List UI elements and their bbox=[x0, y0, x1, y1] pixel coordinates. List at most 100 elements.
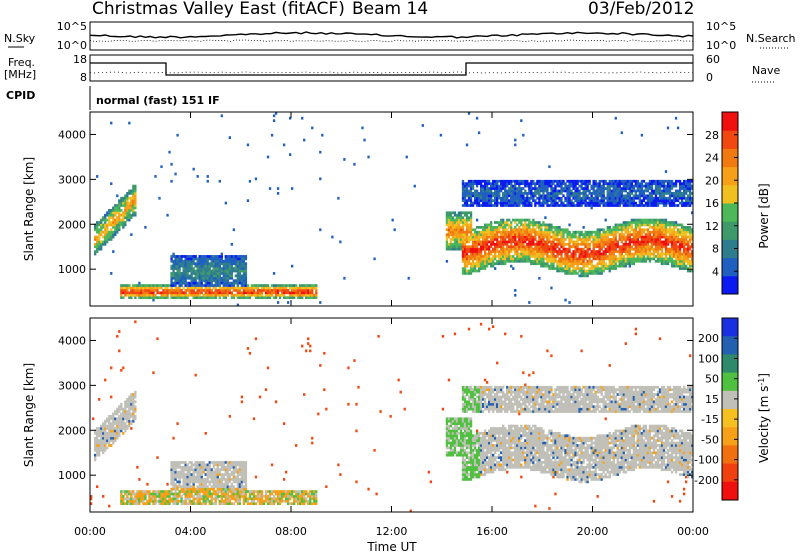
data-cell bbox=[542, 179, 545, 183]
data-cell bbox=[142, 492, 145, 496]
data-cell bbox=[510, 179, 513, 183]
data-cell bbox=[467, 230, 471, 234]
data-cell bbox=[200, 276, 203, 280]
data-cell bbox=[453, 247, 457, 251]
data-cell bbox=[200, 269, 203, 273]
data-cell bbox=[682, 196, 686, 200]
data-cell bbox=[489, 233, 493, 236]
data-cell bbox=[477, 240, 481, 244]
data-cell bbox=[280, 284, 284, 287]
data-cell bbox=[516, 242, 519, 246]
data-cell bbox=[532, 252, 535, 256]
data-cell bbox=[485, 235, 489, 239]
data-cell bbox=[116, 407, 119, 411]
data-cell bbox=[178, 276, 181, 280]
data-cell bbox=[626, 201, 629, 205]
data-cell bbox=[504, 225, 507, 229]
data-cell bbox=[467, 255, 471, 258]
data-cell bbox=[684, 240, 688, 244]
data-cell bbox=[682, 238, 686, 241]
data-cell bbox=[606, 184, 609, 188]
data-cell bbox=[566, 187, 569, 190]
data-cell bbox=[126, 497, 129, 501]
data-cell bbox=[508, 187, 511, 190]
data-cell bbox=[301, 296, 304, 300]
data-cell bbox=[658, 189, 662, 193]
data-cell bbox=[588, 245, 591, 249]
data-cell bbox=[463, 204, 467, 207]
data-cell bbox=[522, 252, 525, 256]
data-cell bbox=[473, 255, 477, 258]
data-cell bbox=[574, 182, 577, 186]
data-cell bbox=[524, 230, 527, 234]
data-cell bbox=[190, 259, 193, 263]
data-cell bbox=[524, 235, 527, 239]
data-cell bbox=[130, 422, 133, 425]
data-cell bbox=[608, 269, 611, 273]
data-cell bbox=[475, 269, 479, 273]
data-cell bbox=[128, 415, 131, 418]
data-cell bbox=[598, 189, 601, 193]
data-cell bbox=[520, 221, 523, 224]
data-cell bbox=[461, 250, 465, 253]
data-cell bbox=[620, 255, 623, 258]
data-cell bbox=[686, 179, 690, 183]
data-cell bbox=[112, 233, 115, 236]
data-cell bbox=[500, 189, 503, 193]
data-cell bbox=[256, 293, 260, 297]
data-cell bbox=[477, 194, 481, 198]
data-cell bbox=[473, 228, 477, 232]
data-cell bbox=[240, 274, 244, 278]
data-cell bbox=[632, 196, 636, 200]
data-cell bbox=[598, 262, 601, 266]
data-cell bbox=[104, 429, 107, 433]
data-cell bbox=[238, 257, 242, 261]
data-cell bbox=[122, 216, 125, 219]
data-cell bbox=[96, 230, 99, 234]
data-cell bbox=[288, 291, 292, 295]
data-cell bbox=[544, 257, 547, 261]
data-cell bbox=[518, 218, 521, 222]
data-cell bbox=[465, 216, 469, 219]
data-cell bbox=[564, 196, 567, 200]
data-cell bbox=[122, 415, 125, 418]
data-cell bbox=[660, 252, 664, 256]
data-cell bbox=[144, 502, 147, 506]
data-cell bbox=[124, 410, 127, 413]
data-cell bbox=[676, 257, 680, 261]
data-cell bbox=[654, 238, 658, 241]
data-cell bbox=[628, 182, 631, 186]
data-cell bbox=[610, 262, 613, 266]
data-cell bbox=[620, 233, 623, 236]
data-cell bbox=[568, 187, 571, 190]
data-cell bbox=[110, 366, 113, 370]
data-cell bbox=[196, 272, 199, 275]
data-cell bbox=[96, 434, 99, 438]
data-cell bbox=[602, 240, 605, 244]
data-cell bbox=[542, 259, 545, 263]
data-cell bbox=[475, 189, 479, 193]
data-cell bbox=[118, 429, 121, 433]
data-cell bbox=[644, 194, 648, 198]
data-cell bbox=[178, 262, 181, 266]
data-cell bbox=[246, 296, 250, 300]
data-cell bbox=[142, 497, 145, 501]
data-cell bbox=[96, 250, 99, 253]
data-cell bbox=[632, 201, 636, 205]
data-cell bbox=[572, 250, 575, 253]
data-cell bbox=[578, 259, 581, 263]
data-cell bbox=[104, 431, 107, 435]
data-cell bbox=[114, 439, 117, 442]
data-cell bbox=[148, 492, 151, 496]
data-cell bbox=[502, 228, 505, 232]
data-cell bbox=[664, 184, 668, 188]
data-cell bbox=[94, 235, 97, 239]
data-cell bbox=[560, 187, 563, 190]
data-cell bbox=[451, 233, 455, 236]
data-cell bbox=[608, 189, 611, 193]
data-cell bbox=[268, 293, 272, 297]
data-cell bbox=[584, 272, 587, 275]
data-cell bbox=[471, 250, 475, 253]
data-cell bbox=[570, 182, 573, 186]
data-cell bbox=[226, 276, 229, 280]
